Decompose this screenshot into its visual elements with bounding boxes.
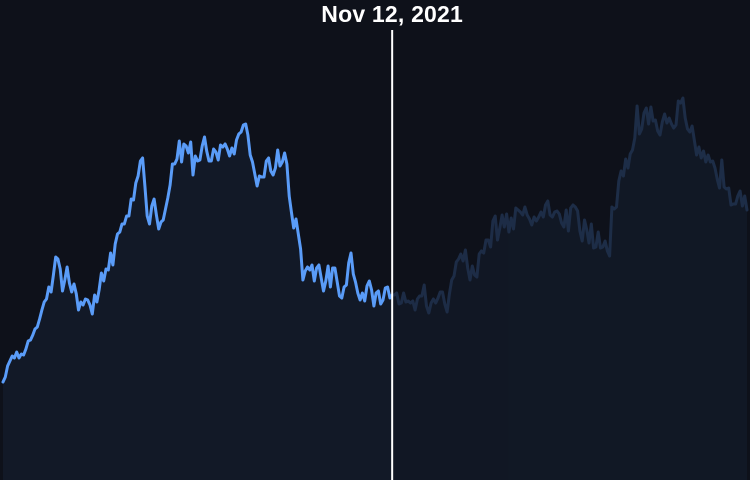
series-line (1, 122, 393, 384)
series-area-fill (3, 124, 393, 480)
future-series (392, 96, 749, 480)
crosshair-date-label: Nov 12, 2021 (321, 1, 464, 27)
series-line-faded (392, 96, 749, 315)
active-series (1, 122, 393, 480)
series-area-fill-faded (392, 98, 747, 480)
